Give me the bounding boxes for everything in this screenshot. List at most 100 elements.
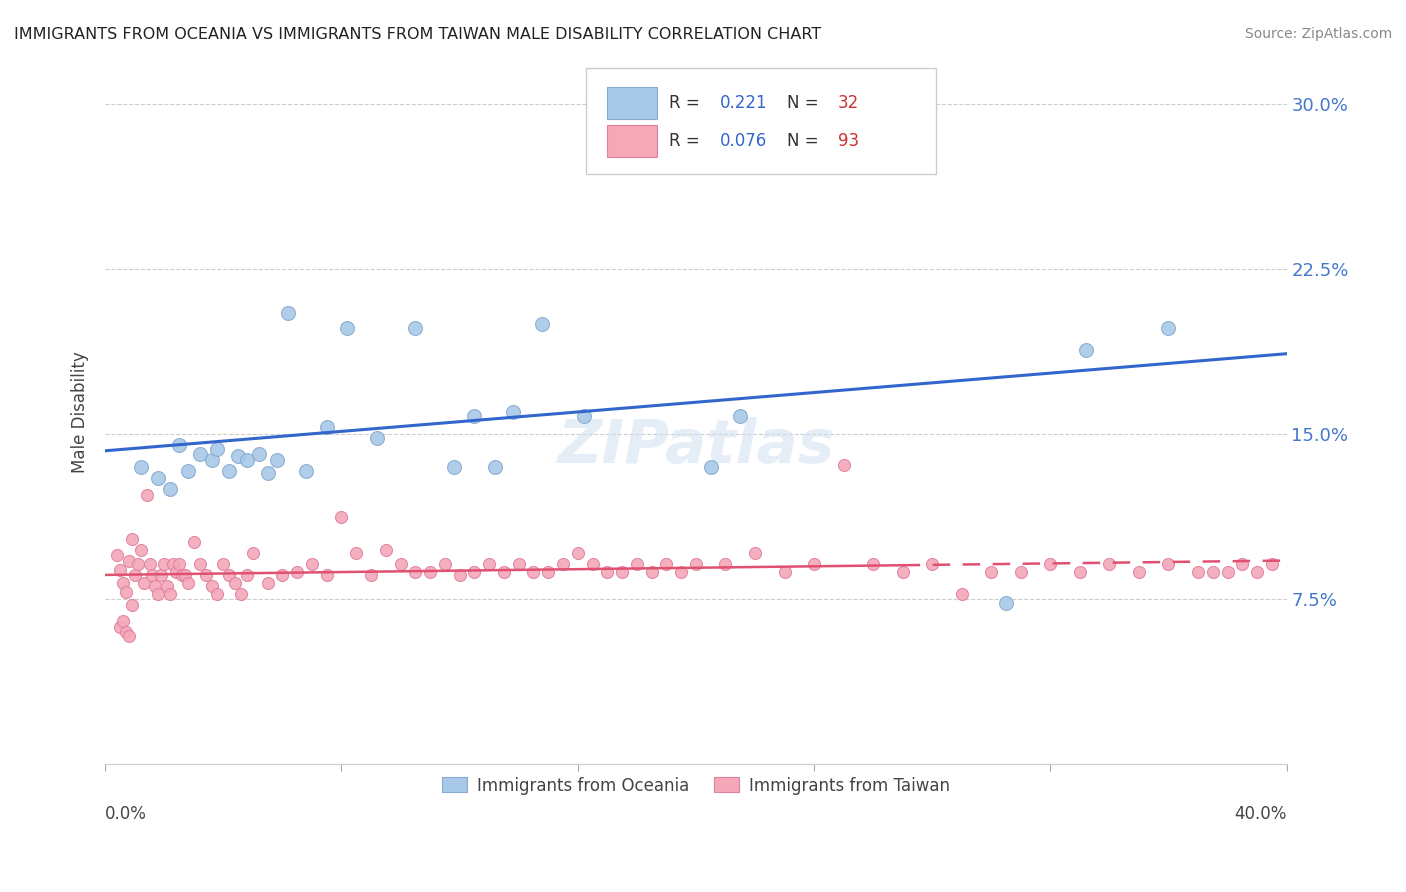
Point bbox=[1261, 557, 1284, 571]
Point bbox=[669, 566, 692, 580]
Point bbox=[508, 557, 530, 571]
Point bbox=[502, 405, 524, 419]
Point bbox=[212, 557, 235, 571]
Point bbox=[744, 545, 766, 559]
Point bbox=[1074, 343, 1097, 357]
Point bbox=[285, 566, 308, 580]
Text: 32: 32 bbox=[838, 95, 859, 112]
Point bbox=[1128, 566, 1150, 580]
Point bbox=[148, 471, 170, 485]
Point bbox=[1039, 557, 1062, 571]
Point bbox=[229, 587, 252, 601]
Point bbox=[551, 557, 574, 571]
Point bbox=[610, 566, 633, 580]
Point bbox=[581, 557, 603, 571]
Point bbox=[207, 587, 229, 601]
Point bbox=[728, 409, 751, 423]
Text: ZIPatlas: ZIPatlas bbox=[557, 417, 834, 476]
Point bbox=[124, 567, 146, 582]
Point bbox=[121, 599, 143, 613]
Point bbox=[389, 557, 412, 571]
Point bbox=[1216, 566, 1239, 580]
Point bbox=[177, 576, 200, 591]
Point bbox=[773, 566, 796, 580]
Point bbox=[188, 446, 211, 460]
Point bbox=[256, 576, 278, 591]
Text: 93: 93 bbox=[838, 132, 859, 150]
Point bbox=[1246, 566, 1268, 580]
Point bbox=[148, 587, 170, 601]
Point bbox=[111, 576, 134, 591]
Point bbox=[115, 585, 138, 599]
Point bbox=[537, 566, 560, 580]
Point bbox=[531, 317, 554, 331]
Point bbox=[108, 620, 131, 634]
Point bbox=[200, 578, 222, 592]
Point bbox=[315, 567, 337, 582]
Point bbox=[433, 557, 456, 571]
Point bbox=[366, 431, 388, 445]
Text: N =: N = bbox=[787, 132, 824, 150]
Text: N =: N = bbox=[787, 95, 824, 112]
Point bbox=[118, 554, 141, 568]
Point bbox=[360, 567, 382, 582]
Point bbox=[301, 557, 323, 571]
FancyBboxPatch shape bbox=[586, 68, 936, 175]
Point bbox=[655, 557, 678, 571]
Point bbox=[295, 464, 318, 478]
Point bbox=[218, 567, 240, 582]
Point bbox=[188, 557, 211, 571]
Point bbox=[330, 510, 353, 524]
Point bbox=[183, 534, 205, 549]
Point bbox=[266, 453, 288, 467]
Point bbox=[1098, 557, 1121, 571]
Point bbox=[419, 566, 441, 580]
Point bbox=[1010, 566, 1032, 580]
Point bbox=[596, 566, 619, 580]
Point bbox=[832, 458, 855, 472]
Text: 0.076: 0.076 bbox=[720, 132, 766, 150]
Point bbox=[714, 557, 737, 571]
Point bbox=[256, 467, 278, 481]
Point bbox=[277, 306, 299, 320]
Point bbox=[159, 587, 181, 601]
Point bbox=[236, 453, 259, 467]
Point bbox=[242, 545, 264, 559]
Point bbox=[1157, 557, 1180, 571]
Point bbox=[218, 464, 240, 478]
Point bbox=[162, 557, 184, 571]
Point bbox=[271, 567, 294, 582]
Point bbox=[108, 563, 131, 577]
Text: IMMIGRANTS FROM OCEANIA VS IMMIGRANTS FROM TAIWAN MALE DISABILITY CORRELATION CH: IMMIGRANTS FROM OCEANIA VS IMMIGRANTS FR… bbox=[14, 27, 821, 42]
Point bbox=[105, 548, 128, 562]
Point bbox=[165, 566, 187, 580]
Point bbox=[194, 567, 217, 582]
Legend: Immigrants from Oceania, Immigrants from Taiwan: Immigrants from Oceania, Immigrants from… bbox=[434, 770, 956, 801]
Point bbox=[226, 449, 249, 463]
Point bbox=[135, 488, 157, 502]
Point bbox=[522, 566, 544, 580]
Point bbox=[404, 566, 426, 580]
Text: 0.0%: 0.0% bbox=[105, 805, 148, 823]
Point bbox=[950, 587, 973, 601]
Point bbox=[118, 629, 141, 643]
Point bbox=[492, 566, 515, 580]
Point bbox=[1157, 321, 1180, 335]
Point bbox=[891, 566, 914, 580]
Point bbox=[1232, 557, 1254, 571]
Point bbox=[200, 453, 222, 467]
Point bbox=[174, 567, 197, 582]
Point bbox=[1187, 566, 1209, 580]
Point bbox=[669, 129, 692, 144]
Point bbox=[572, 409, 595, 423]
Text: 0.221: 0.221 bbox=[720, 95, 768, 112]
Text: R =: R = bbox=[669, 132, 704, 150]
Text: R =: R = bbox=[669, 95, 704, 112]
Point bbox=[404, 321, 426, 335]
Point bbox=[699, 459, 721, 474]
Point bbox=[150, 567, 173, 582]
Point bbox=[111, 614, 134, 628]
Point bbox=[980, 566, 1002, 580]
Point bbox=[1202, 566, 1225, 580]
Text: Source: ZipAtlas.com: Source: ZipAtlas.com bbox=[1244, 27, 1392, 41]
